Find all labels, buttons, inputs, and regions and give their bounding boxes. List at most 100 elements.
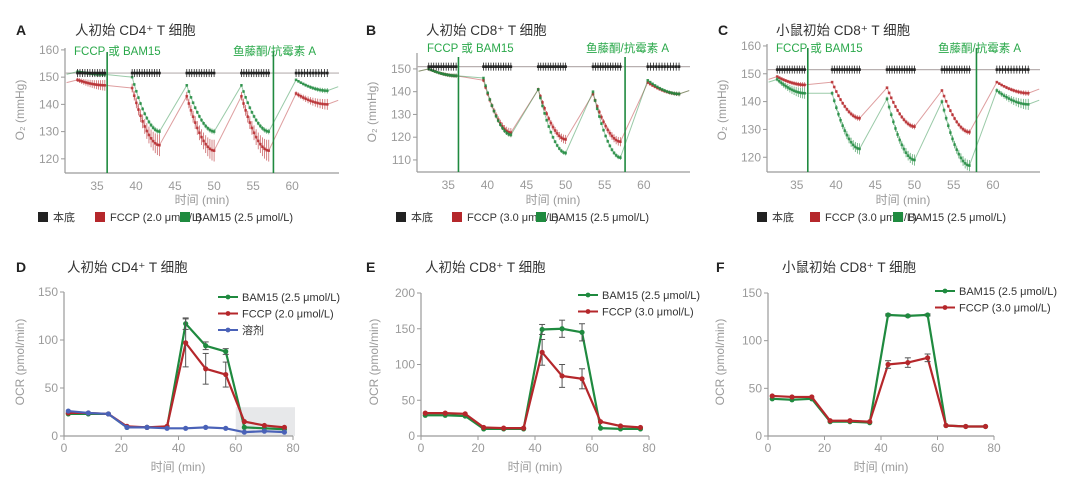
basal-point — [905, 68, 909, 71]
ocr-line-fccp — [425, 349, 641, 430]
basal-point — [948, 68, 951, 71]
data-point — [959, 125, 963, 129]
data-point — [261, 145, 264, 149]
data-point — [614, 138, 618, 142]
data-point — [843, 129, 847, 132]
x-tick-label: 60 — [986, 178, 1000, 192]
data-point — [955, 148, 959, 151]
legend-label: 本底 — [772, 210, 794, 224]
data-point — [297, 80, 300, 83]
data-point — [492, 109, 496, 113]
data-point — [944, 100, 948, 103]
data-point — [1024, 91, 1028, 95]
injection-annotation: 鱼藤酮/抗霉素 A — [233, 44, 316, 58]
basal-point — [895, 68, 899, 71]
data-point — [595, 107, 599, 111]
data-point — [203, 343, 209, 349]
data-point — [313, 101, 317, 104]
data-point — [608, 144, 612, 148]
data-point — [1012, 99, 1016, 103]
data-point — [651, 84, 654, 87]
data-point — [93, 83, 96, 86]
data-point — [158, 130, 161, 133]
data-point — [559, 373, 565, 379]
basal-point — [611, 65, 615, 68]
data-point — [946, 124, 950, 127]
x-tick-label: 55 — [947, 178, 961, 192]
basal-point — [564, 65, 567, 68]
y-tick-label: 0 — [51, 429, 58, 443]
legend-label: FCCP (2.0 μmol/L) — [110, 212, 202, 224]
basal-point — [888, 68, 891, 71]
data-point — [551, 125, 555, 129]
basal-point — [606, 65, 610, 68]
data-point — [259, 142, 262, 146]
data-point — [953, 143, 956, 146]
data-point — [539, 94, 542, 98]
data-point — [261, 126, 264, 130]
basal-point — [541, 65, 545, 68]
data-point — [84, 81, 88, 84]
data-point — [202, 139, 205, 143]
data-point — [905, 359, 911, 366]
basal-point — [800, 68, 804, 71]
data-point — [769, 393, 775, 399]
y-tick-label: 140 — [741, 95, 761, 109]
basal-point — [778, 68, 781, 71]
basal-point — [133, 71, 136, 75]
basal-point — [489, 65, 493, 68]
data-point — [841, 101, 844, 105]
data-point — [1005, 86, 1008, 89]
data-point — [564, 138, 567, 141]
data-point — [90, 82, 94, 86]
basal-point — [240, 71, 243, 75]
basal-point — [143, 71, 146, 75]
injection-annotation: FCCP 或 BAM15 — [776, 42, 863, 55]
legend-marker — [942, 288, 948, 294]
x-tick-label: 80 — [286, 441, 300, 455]
data-point — [241, 424, 247, 430]
basal-point — [775, 68, 779, 71]
data-point — [832, 99, 836, 103]
data-point — [799, 83, 802, 86]
data-point — [614, 154, 618, 157]
basal-point — [965, 68, 969, 71]
data-point — [619, 140, 622, 144]
data-point — [297, 93, 300, 97]
chart-d: 0 50 100 150 0 20 40 60 80 BAM15 (2.5 μmol/L) FCCP… — [38, 285, 340, 455]
basal-point — [83, 71, 87, 75]
basal-point — [539, 65, 543, 68]
basal-point — [492, 65, 495, 68]
basal-point — [245, 71, 248, 75]
data-point — [949, 109, 952, 112]
data-point — [598, 115, 601, 118]
data-point — [462, 411, 468, 417]
basal-point — [148, 71, 151, 75]
panel-c: C 小鼠初始 CD8⁺ T 细胞 FCCP 或 BAM15 鱼藤酮/抗霉素 A … — [715, 22, 1021, 207]
data-point — [885, 86, 889, 89]
y-tick-label: 110 — [392, 153, 411, 167]
data-point — [797, 90, 800, 94]
data-point — [911, 124, 914, 128]
data-point — [591, 90, 595, 93]
panel-title: 人初始 CD8⁺ T 细胞 — [426, 22, 547, 38]
data-point — [240, 84, 243, 87]
x-tick-label: 20 — [818, 441, 832, 455]
y-tick-label: 200 — [395, 286, 415, 300]
data-point — [65, 408, 71, 414]
basal-point — [145, 71, 149, 75]
data-point — [437, 71, 441, 75]
data-point — [965, 163, 969, 167]
basal-point — [78, 71, 82, 75]
data-point — [782, 83, 785, 86]
basal-point — [155, 71, 159, 75]
basal-point — [140, 71, 144, 75]
basal-point — [323, 71, 326, 75]
data-point — [137, 96, 140, 99]
data-point — [653, 85, 657, 89]
data-point — [849, 112, 853, 116]
data-point — [105, 411, 111, 417]
data-point — [1002, 94, 1006, 98]
data-point — [606, 139, 610, 143]
x-tick-label: 40 — [528, 441, 542, 455]
